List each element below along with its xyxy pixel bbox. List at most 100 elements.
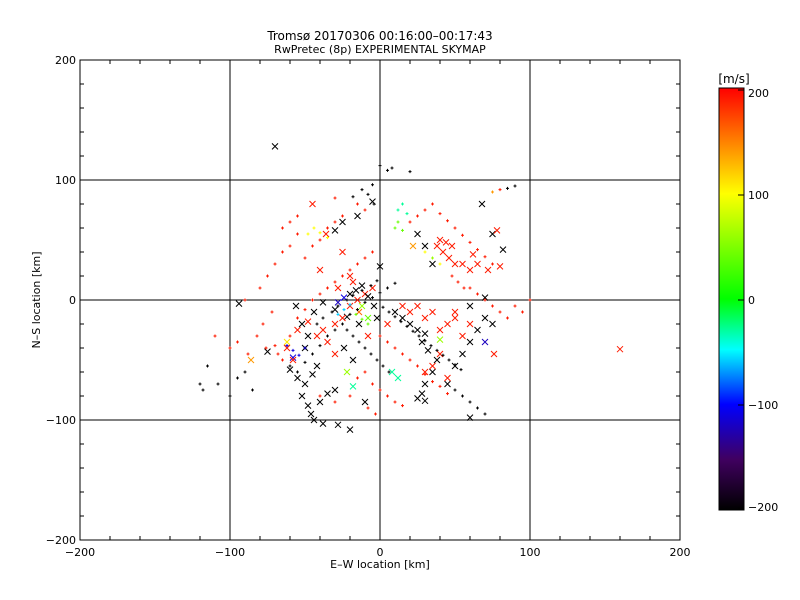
data-point-plus (378, 334, 382, 338)
data-point-plus (351, 293, 355, 297)
data-point-plus (312, 226, 316, 230)
data-point-plus (390, 166, 394, 170)
data-point-plus (348, 268, 352, 272)
data-point-x (399, 302, 406, 310)
data-point-plus (288, 364, 292, 368)
data-point-x (319, 420, 327, 427)
data-point-plus (431, 256, 434, 260)
data-point-x (414, 395, 421, 402)
data-point-plus (236, 340, 239, 344)
data-point-x (429, 362, 436, 370)
data-point-plus (399, 320, 403, 324)
data-point-plus (303, 308, 307, 312)
data-point-plus (386, 394, 389, 398)
data-point-x (324, 390, 331, 397)
data-point-x (474, 260, 481, 268)
data-point-x (309, 200, 316, 208)
data-point-plus (408, 220, 412, 224)
data-point-x (373, 314, 381, 322)
data-point-x (421, 397, 429, 405)
data-point-plus (360, 188, 364, 192)
data-point-plus (366, 192, 370, 196)
data-point-plus (386, 340, 389, 344)
data-point-plus (303, 256, 307, 260)
data-point-x (346, 290, 354, 298)
data-point-plus (381, 305, 385, 309)
data-point-x (316, 398, 324, 406)
data-point-plus (356, 308, 359, 312)
data-point-plus (453, 363, 457, 367)
data-point-plus (326, 236, 329, 240)
colorbar-tick-label: −200 (748, 501, 778, 514)
data-point-x (421, 330, 429, 337)
data-point-plus (354, 312, 358, 316)
data-point-x (451, 314, 459, 322)
data-point-x (289, 354, 297, 361)
data-point-plus (351, 195, 355, 199)
data-point-plus (318, 394, 322, 398)
data-point-plus (363, 346, 367, 350)
x-axis-label: E–W location [km] (330, 558, 430, 571)
colorbar-tick-label: 0 (748, 294, 755, 307)
x-tick-label: 0 (377, 546, 384, 559)
data-point-x (352, 287, 360, 294)
data-point-plus (387, 310, 391, 314)
data-point-plus (366, 406, 370, 410)
data-point-plus (393, 400, 397, 404)
data-point-plus (416, 364, 419, 368)
data-point-plus (360, 288, 364, 292)
data-point-x (313, 362, 321, 370)
data-point-x (433, 356, 441, 364)
data-point-plus (345, 328, 349, 332)
data-point-x (331, 320, 339, 328)
data-point-plus (374, 412, 377, 416)
data-point-plus (306, 232, 310, 236)
data-point-plus (476, 292, 479, 296)
data-point-plus (333, 280, 337, 284)
data-point-plus (228, 346, 232, 350)
data-point-x (310, 416, 318, 424)
data-point-x (429, 368, 436, 376)
data-point-x (319, 299, 327, 306)
data-point-x (340, 344, 348, 352)
data-point-plus (336, 312, 340, 316)
data-point-plus (378, 164, 382, 168)
data-point-x (616, 345, 624, 353)
data-point-x (364, 293, 372, 300)
data-point-x (445, 254, 453, 262)
data-point-plus (363, 208, 367, 212)
data-point-x (339, 218, 346, 226)
data-point-plus (357, 340, 361, 344)
data-point-x (414, 326, 421, 334)
data-point-x (444, 374, 451, 382)
data-point-plus (483, 255, 487, 259)
data-point-plus (483, 298, 487, 302)
data-point-plus (438, 212, 442, 216)
data-point-plus (291, 348, 295, 352)
data-point-plus (369, 352, 373, 356)
data-point-plus (401, 352, 404, 356)
data-point-plus (296, 214, 299, 218)
data-point-plus (408, 170, 412, 174)
colorbar-tick-label: 100 (748, 189, 769, 202)
data-point-plus (498, 310, 502, 314)
data-point-x (421, 314, 429, 322)
data-point-plus (393, 281, 397, 285)
data-point-x (271, 143, 279, 150)
data-point-plus (311, 244, 314, 248)
data-point-x (481, 314, 489, 322)
data-point-x (286, 366, 294, 373)
data-point-x (349, 383, 357, 390)
data-point-plus (513, 304, 517, 308)
data-point-x (421, 242, 429, 250)
data-point-plus (401, 202, 404, 206)
chart-subtitle: RwPretec (8p) EXPERIMENTAL SKYMAP (274, 43, 486, 56)
data-point-x (424, 347, 432, 354)
data-point-x (436, 350, 444, 358)
data-point-plus (281, 358, 284, 362)
data-point-x (451, 308, 459, 316)
x-tick-labels: −200 −100 0 100 200 (65, 546, 691, 559)
data-point-x (339, 248, 346, 256)
data-point-plus (356, 376, 359, 380)
